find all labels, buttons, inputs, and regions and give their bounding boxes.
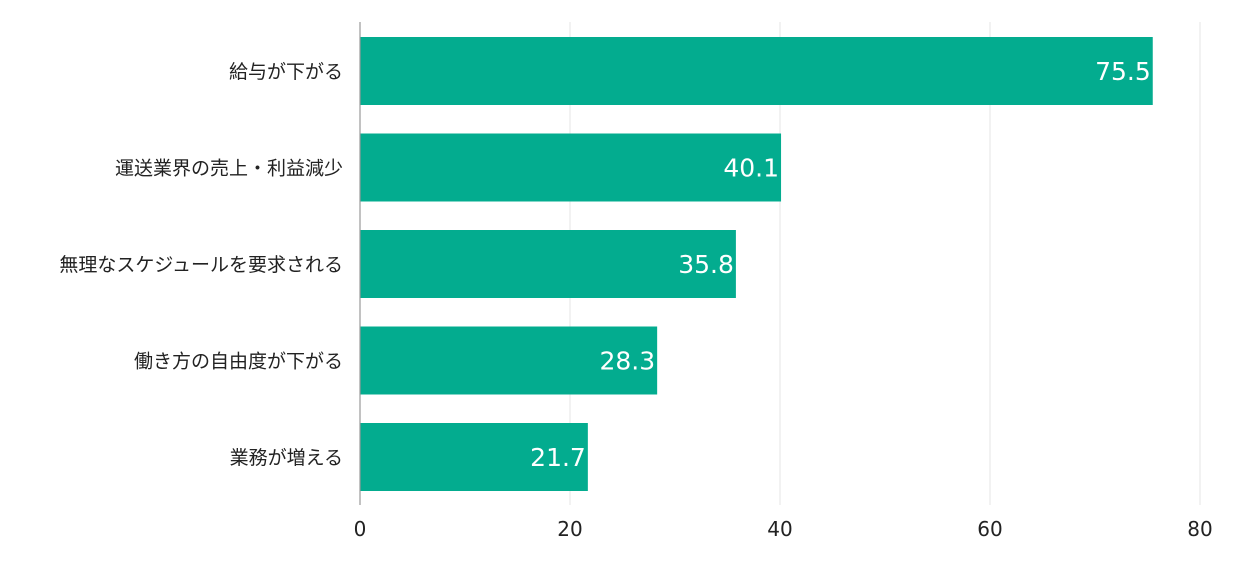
category-label-4: 業務が増える [230, 447, 343, 469]
data-label-0: 75.5 [1095, 57, 1151, 86]
data-label-2: 35.8 [678, 250, 734, 279]
category-label-3: 働き方の自由度が下がる [134, 351, 343, 373]
labels: 給与が下がる 75.5 運送業界の売上・利益減少 40.1 無理なスケジュールを要求され… [59, 57, 1212, 541]
bar-1 [360, 133, 782, 202]
x-tick-label-20: 20 [557, 517, 582, 541]
category-label-0: 給与が下がる [229, 61, 343, 83]
data-label-3: 28.3 [599, 347, 655, 376]
x-tick-label-40: 40 [767, 517, 792, 541]
data-label-4: 21.7 [530, 443, 586, 472]
bar-0 [360, 37, 1153, 105]
x-tick-label-60: 60 [977, 517, 1002, 541]
category-label-2: 無理なスケジュールを要求される [59, 254, 343, 276]
data-label-1: 40.1 [723, 154, 779, 183]
category-label-1: 運送業界の売上・利益減少 [115, 158, 343, 180]
bar-2 [360, 230, 736, 298]
x-tick-label-80: 80 [1187, 517, 1212, 541]
bar-4 [360, 423, 588, 491]
bars [360, 37, 1153, 491]
bar-3 [360, 326, 658, 395]
x-tick-label-0: 0 [354, 517, 367, 541]
